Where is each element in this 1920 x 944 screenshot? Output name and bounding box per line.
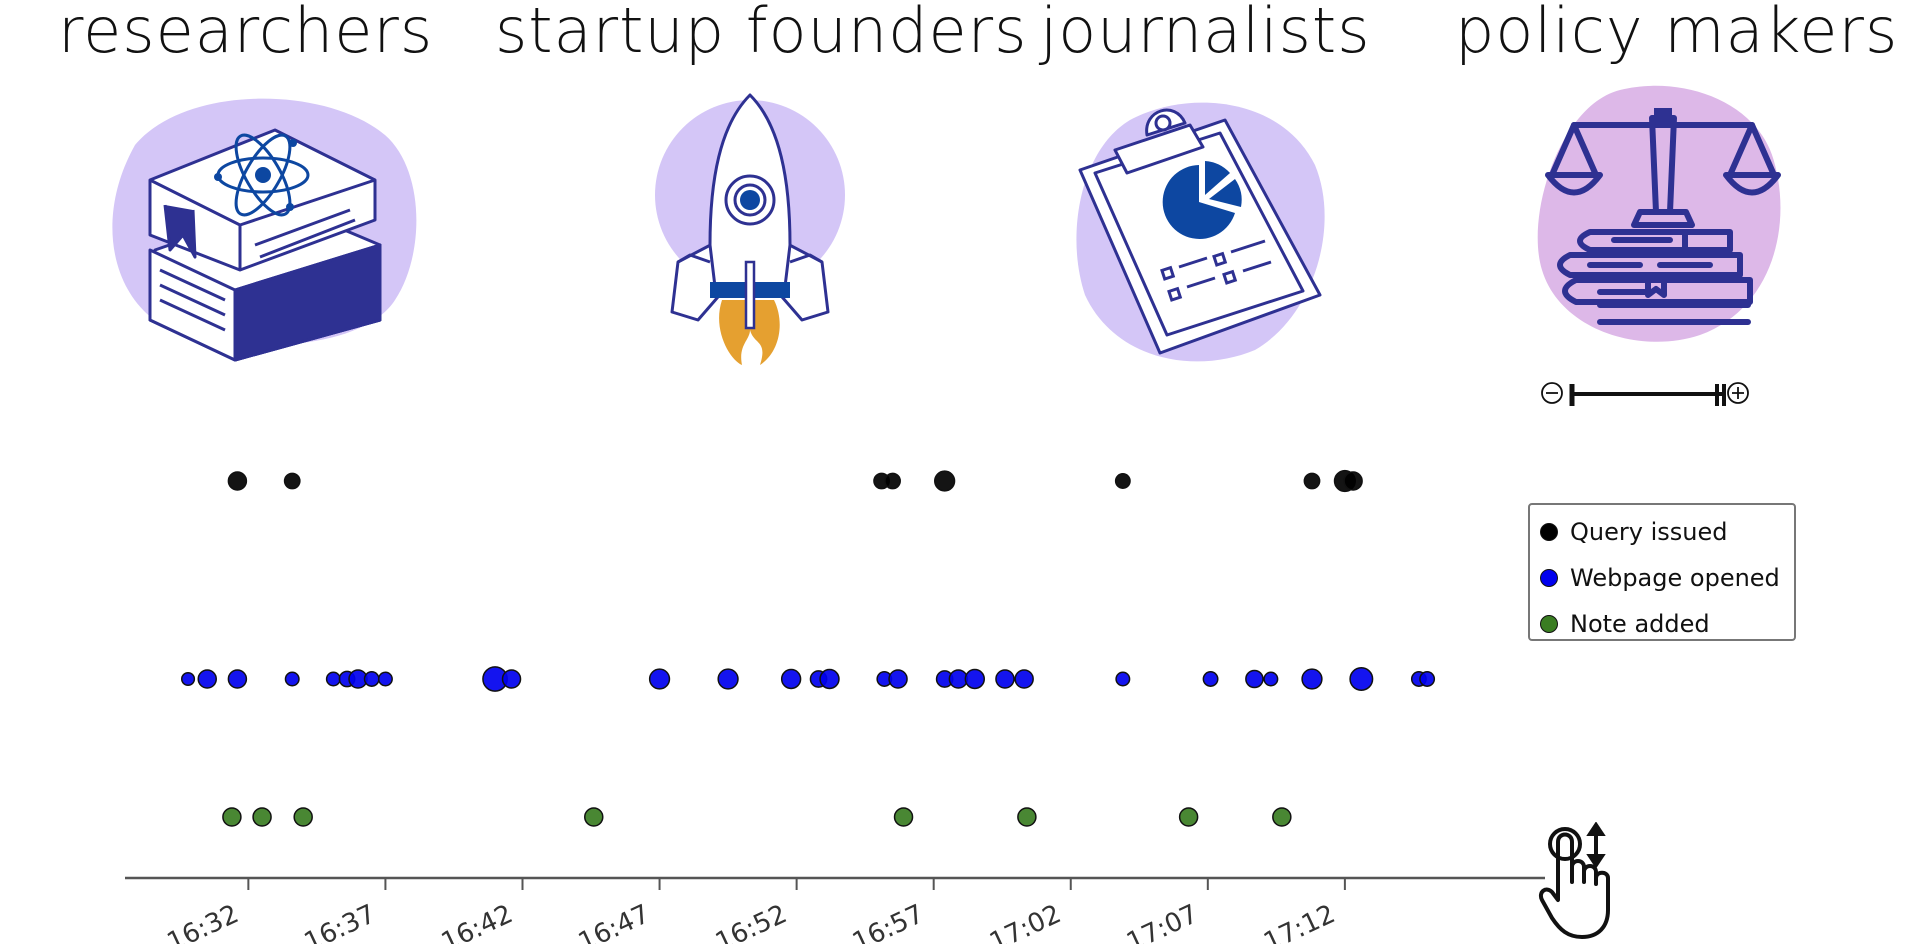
- zoom-out-icon[interactable]: [1541, 382, 1563, 404]
- audience-label-policy-makers: policy makers: [1455, 0, 1899, 67]
- query-point: [1343, 471, 1363, 491]
- zoom-track[interactable]: [1569, 384, 1726, 406]
- webpage-point: [227, 669, 248, 689]
- note-point: [1017, 807, 1037, 827]
- webpage-point: [964, 668, 986, 690]
- rocket-icon: [655, 93, 845, 365]
- zoom-in-icon[interactable]: [1727, 382, 1749, 404]
- zoom-slider[interactable]: [1540, 376, 1750, 412]
- legend-item-query: Query issued: [1540, 509, 1794, 555]
- chart-legend: Query issued Webpage opened Note added: [1528, 503, 1796, 641]
- scales-of-justice-icon: [1537, 85, 1781, 342]
- x-tick-label: 16:37: [300, 899, 381, 944]
- legend-item-note: Note added: [1540, 601, 1794, 647]
- note-point: [1272, 807, 1292, 827]
- webpage-point: [1419, 671, 1436, 687]
- webpage-point: [197, 669, 217, 689]
- x-tick-label: 16:47: [574, 899, 655, 944]
- audience-label-journalists: journalists: [1040, 0, 1371, 67]
- legend-label-webpage: Webpage opened: [1570, 564, 1780, 592]
- note-point: [893, 807, 914, 827]
- x-tick-label: 16:52: [711, 899, 792, 944]
- science-books-icon: [112, 98, 417, 362]
- x-tick-label: 16:57: [848, 899, 929, 944]
- webpage-point: [1245, 669, 1264, 689]
- webpage-point: [648, 668, 671, 690]
- webpage-point: [1263, 671, 1279, 687]
- x-tick-label: 17:07: [1122, 899, 1203, 944]
- legend-swatch-webpage: [1540, 569, 1558, 587]
- webpage-point: [819, 668, 840, 690]
- webpage-point: [363, 671, 380, 687]
- legend-item-webpage: Webpage opened: [1540, 555, 1794, 601]
- webpage-point: [284, 671, 300, 687]
- webpage-point: [1349, 667, 1374, 691]
- legend-label-note: Note added: [1570, 610, 1710, 638]
- x-tick-label: 17:12: [1259, 899, 1340, 944]
- note-point: [293, 807, 313, 827]
- query-point: [884, 472, 901, 490]
- webpage-point: [888, 669, 908, 689]
- webpage-point: [325, 671, 341, 687]
- webpage-point: [501, 669, 522, 689]
- legend-label-query: Query issued: [1570, 518, 1728, 546]
- vertical-scroll-hand-icon: [1539, 822, 1610, 939]
- webpage-point: [717, 668, 739, 690]
- legend-swatch-query: [1540, 523, 1558, 541]
- query-point: [227, 471, 248, 491]
- webpage-point: [780, 668, 802, 690]
- webpage-point: [181, 671, 196, 687]
- audience-label-startup-founders: startup founders: [495, 0, 1028, 67]
- legend-swatch-note: [1540, 615, 1558, 633]
- note-point: [1178, 807, 1199, 827]
- x-tick-label: 16:42: [437, 899, 518, 944]
- x-tick-label: 17:02: [985, 899, 1066, 944]
- query-point: [1114, 473, 1131, 489]
- note-point: [584, 807, 604, 827]
- query-point: [1303, 472, 1321, 490]
- webpage-point: [995, 669, 1015, 689]
- note-point: [222, 807, 242, 827]
- clipboard-chart-icon: [1076, 102, 1325, 362]
- query-point: [283, 472, 301, 490]
- webpage-point: [1014, 669, 1034, 689]
- webpage-point: [1301, 668, 1323, 690]
- note-point: [252, 807, 272, 827]
- webpage-point: [377, 671, 393, 687]
- x-tick-label: 16:32: [163, 899, 244, 944]
- webpage-point: [1202, 671, 1219, 687]
- query-point: [934, 470, 956, 492]
- webpage-point: [1115, 671, 1131, 687]
- audience-label-researchers: researchers: [58, 0, 434, 67]
